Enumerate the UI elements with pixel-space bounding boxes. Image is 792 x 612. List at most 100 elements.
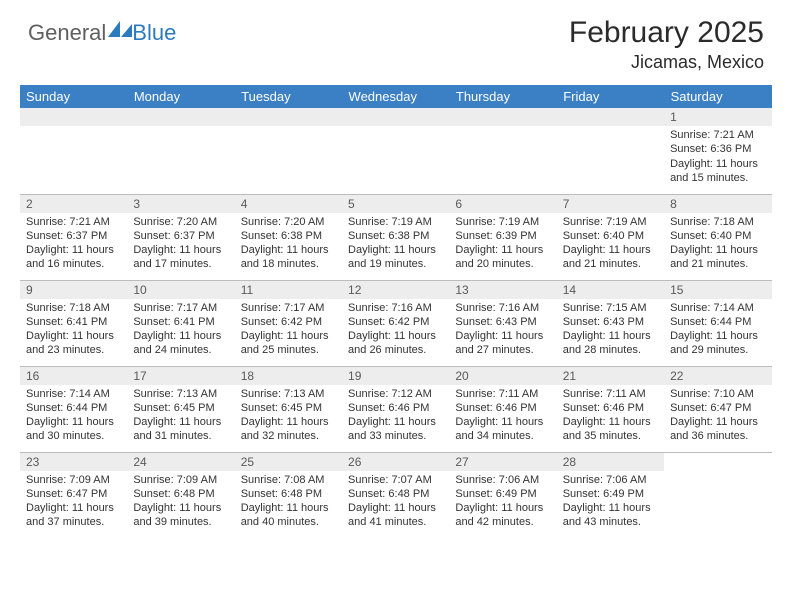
day-sunset: Sunset: 6:48 PM: [133, 487, 228, 501]
logo-text-general: General: [28, 20, 106, 46]
day-daylight: Daylight: 11 hours and 29 minutes.: [670, 329, 765, 358]
day-body: Sunrise: 7:20 AMSunset: 6:37 PMDaylight:…: [127, 213, 234, 276]
calendar-cell: 19Sunrise: 7:12 AMSunset: 6:46 PMDayligh…: [342, 366, 449, 452]
calendar-cell: [342, 108, 449, 194]
day-sunrise: Sunrise: 7:08 AM: [241, 473, 336, 487]
weekday-header-row: Sunday Monday Tuesday Wednesday Thursday…: [20, 85, 772, 108]
day-body: Sunrise: 7:19 AMSunset: 6:40 PMDaylight:…: [557, 213, 664, 276]
day-daylight: Daylight: 11 hours and 15 minutes.: [670, 157, 765, 186]
day-sunrise: Sunrise: 7:11 AM: [455, 387, 550, 401]
day-daylight: Daylight: 11 hours and 42 minutes.: [455, 501, 550, 530]
calendar-cell: 5Sunrise: 7:19 AMSunset: 6:38 PMDaylight…: [342, 194, 449, 280]
day-sunrise: Sunrise: 7:19 AM: [455, 215, 550, 229]
day-sunset: Sunset: 6:44 PM: [670, 315, 765, 329]
day-sunrise: Sunrise: 7:17 AM: [133, 301, 228, 315]
day-daylight: Daylight: 11 hours and 36 minutes.: [670, 415, 765, 444]
day-body: Sunrise: 7:13 AMSunset: 6:45 PMDaylight:…: [235, 385, 342, 448]
day-sunrise: Sunrise: 7:16 AM: [348, 301, 443, 315]
day-sunrise: Sunrise: 7:09 AM: [133, 473, 228, 487]
day-daylight: Daylight: 11 hours and 17 minutes.: [133, 243, 228, 272]
day-body: Sunrise: 7:17 AMSunset: 6:41 PMDaylight:…: [127, 299, 234, 362]
weekday-header: Wednesday: [342, 85, 449, 108]
day-body: Sunrise: 7:21 AMSunset: 6:37 PMDaylight:…: [20, 213, 127, 276]
calendar-cell: 17Sunrise: 7:13 AMSunset: 6:45 PMDayligh…: [127, 366, 234, 452]
day-sunrise: Sunrise: 7:18 AM: [670, 215, 765, 229]
day-sunset: Sunset: 6:43 PM: [455, 315, 550, 329]
day-number: 2: [20, 195, 127, 213]
day-sunset: Sunset: 6:46 PM: [563, 401, 658, 415]
calendar-cell: 8Sunrise: 7:18 AMSunset: 6:40 PMDaylight…: [664, 194, 771, 280]
day-daylight: Daylight: 11 hours and 18 minutes.: [241, 243, 336, 272]
day-body: Sunrise: 7:06 AMSunset: 6:49 PMDaylight:…: [557, 471, 664, 534]
day-sunrise: Sunrise: 7:21 AM: [26, 215, 121, 229]
day-body: Sunrise: 7:11 AMSunset: 6:46 PMDaylight:…: [449, 385, 556, 448]
day-number: 21: [557, 367, 664, 385]
day-number: 4: [235, 195, 342, 213]
day-sunrise: Sunrise: 7:13 AM: [241, 387, 336, 401]
day-sunrise: Sunrise: 7:13 AM: [133, 387, 228, 401]
day-daylight: Daylight: 11 hours and 20 minutes.: [455, 243, 550, 272]
day-number: 9: [20, 281, 127, 299]
day-number: 17: [127, 367, 234, 385]
day-sunrise: Sunrise: 7:18 AM: [26, 301, 121, 315]
calendar-cell: 13Sunrise: 7:16 AMSunset: 6:43 PMDayligh…: [449, 280, 556, 366]
day-daylight: Daylight: 11 hours and 33 minutes.: [348, 415, 443, 444]
day-sunrise: Sunrise: 7:06 AM: [563, 473, 658, 487]
day-sunrise: Sunrise: 7:20 AM: [241, 215, 336, 229]
day-sunrise: Sunrise: 7:14 AM: [26, 387, 121, 401]
page-title: February 2025: [569, 16, 764, 50]
calendar-cell: 25Sunrise: 7:08 AMSunset: 6:48 PMDayligh…: [235, 452, 342, 538]
day-sunset: Sunset: 6:36 PM: [670, 142, 765, 156]
day-body: Sunrise: 7:17 AMSunset: 6:42 PMDaylight:…: [235, 299, 342, 362]
weekday-header: Sunday: [20, 85, 127, 108]
day-sunrise: Sunrise: 7:16 AM: [455, 301, 550, 315]
calendar-week-row: 1Sunrise: 7:21 AMSunset: 6:36 PMDaylight…: [20, 108, 772, 194]
calendar-cell: 9Sunrise: 7:18 AMSunset: 6:41 PMDaylight…: [20, 280, 127, 366]
day-sunset: Sunset: 6:48 PM: [348, 487, 443, 501]
calendar-cell: 1Sunrise: 7:21 AMSunset: 6:36 PMDaylight…: [664, 108, 771, 194]
day-daylight: Daylight: 11 hours and 25 minutes.: [241, 329, 336, 358]
day-sunset: Sunset: 6:47 PM: [26, 487, 121, 501]
day-daylight: Daylight: 11 hours and 26 minutes.: [348, 329, 443, 358]
day-daylight: Daylight: 11 hours and 43 minutes.: [563, 501, 658, 530]
day-number: 7: [557, 195, 664, 213]
logo-sail-icon: [108, 21, 132, 37]
day-sunset: Sunset: 6:41 PM: [133, 315, 228, 329]
day-sunset: Sunset: 6:40 PM: [670, 229, 765, 243]
day-number: 13: [449, 281, 556, 299]
day-sunset: Sunset: 6:45 PM: [133, 401, 228, 415]
day-sunset: Sunset: 6:39 PM: [455, 229, 550, 243]
day-daylight: Daylight: 11 hours and 37 minutes.: [26, 501, 121, 530]
calendar-cell: 14Sunrise: 7:15 AMSunset: 6:43 PMDayligh…: [557, 280, 664, 366]
day-body: Sunrise: 7:10 AMSunset: 6:47 PMDaylight:…: [664, 385, 771, 448]
day-sunrise: Sunrise: 7:06 AM: [455, 473, 550, 487]
day-number: 3: [127, 195, 234, 213]
calendar-cell: 10Sunrise: 7:17 AMSunset: 6:41 PMDayligh…: [127, 280, 234, 366]
day-number: 24: [127, 453, 234, 471]
day-sunset: Sunset: 6:49 PM: [455, 487, 550, 501]
day-sunrise: Sunrise: 7:17 AM: [241, 301, 336, 315]
calendar-cell: 4Sunrise: 7:20 AMSunset: 6:38 PMDaylight…: [235, 194, 342, 280]
day-body: Sunrise: 7:08 AMSunset: 6:48 PMDaylight:…: [235, 471, 342, 534]
day-number-empty: [342, 108, 449, 126]
weekday-header: Saturday: [664, 85, 771, 108]
day-body: Sunrise: 7:16 AMSunset: 6:43 PMDaylight:…: [449, 299, 556, 362]
day-body: Sunrise: 7:09 AMSunset: 6:47 PMDaylight:…: [20, 471, 127, 534]
day-sunset: Sunset: 6:37 PM: [133, 229, 228, 243]
day-number: 15: [664, 281, 771, 299]
day-daylight: Daylight: 11 hours and 34 minutes.: [455, 415, 550, 444]
calendar-week-row: 2Sunrise: 7:21 AMSunset: 6:37 PMDaylight…: [20, 194, 772, 280]
day-body: Sunrise: 7:06 AMSunset: 6:49 PMDaylight:…: [449, 471, 556, 534]
weekday-header: Thursday: [449, 85, 556, 108]
day-daylight: Daylight: 11 hours and 35 minutes.: [563, 415, 658, 444]
day-daylight: Daylight: 11 hours and 23 minutes.: [26, 329, 121, 358]
day-body: Sunrise: 7:11 AMSunset: 6:46 PMDaylight:…: [557, 385, 664, 448]
day-body: Sunrise: 7:18 AMSunset: 6:41 PMDaylight:…: [20, 299, 127, 362]
day-number: 18: [235, 367, 342, 385]
calendar-cell: [20, 108, 127, 194]
day-sunset: Sunset: 6:42 PM: [241, 315, 336, 329]
day-body: Sunrise: 7:12 AMSunset: 6:46 PMDaylight:…: [342, 385, 449, 448]
day-number: 14: [557, 281, 664, 299]
day-sunset: Sunset: 6:46 PM: [455, 401, 550, 415]
day-daylight: Daylight: 11 hours and 19 minutes.: [348, 243, 443, 272]
